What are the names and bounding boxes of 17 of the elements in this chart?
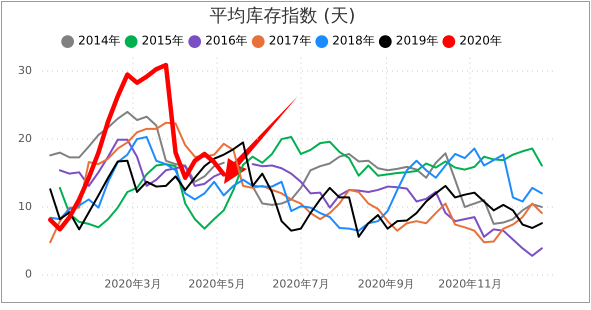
legend-label: 2016年 <box>205 34 248 48</box>
legend-label: 2020年 <box>459 34 502 48</box>
y-tick-label: 10 <box>18 200 32 213</box>
y-tick-label: 0 <box>24 268 32 281</box>
x-tick-label: 2020年11月 <box>438 277 502 290</box>
legend-label: 2017年 <box>268 34 312 48</box>
x-tick-label: 2020年5月 <box>188 277 246 290</box>
x-tick-label: 2020年3月 <box>104 277 162 290</box>
x-tick-label: 2020年9月 <box>358 277 415 290</box>
chart-title: 平均库存指数 (天) <box>210 5 356 26</box>
legend-label: 2015年 <box>142 34 184 48</box>
legend-label: 2019年 <box>396 34 438 48</box>
legend-label: 2018年 <box>332 34 375 48</box>
legend-label: 2014年 <box>78 34 121 48</box>
y-tick-label: 30 <box>18 64 32 78</box>
x-tick-label: 2020年7月 <box>272 277 330 290</box>
y-tick-label: 20 <box>18 132 32 145</box>
